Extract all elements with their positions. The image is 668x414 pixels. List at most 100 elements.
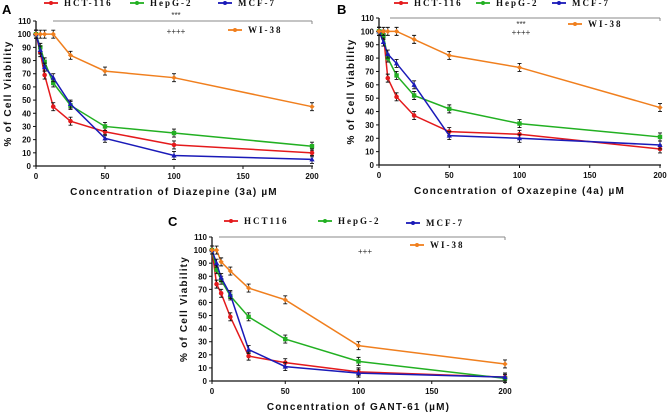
x-tick-label: 150	[236, 172, 250, 181]
y-tick-label: 30	[365, 121, 374, 130]
series-wi-38	[376, 26, 663, 112]
x-tick-label: 0	[34, 172, 39, 181]
legend-marker	[573, 22, 577, 26]
data-point	[246, 346, 252, 352]
significance-marker: ***	[171, 11, 180, 20]
y-tick-label: 90	[365, 41, 374, 50]
legend-marker	[557, 1, 561, 5]
legend-label: HepG-2	[338, 216, 381, 226]
y-tick-label: 70	[365, 67, 374, 76]
data-point	[214, 267, 219, 272]
legend-label: HepG-2	[496, 0, 539, 8]
y-tick-label: 30	[198, 338, 207, 347]
significance-marker: ++++	[167, 27, 186, 36]
series-wi-38	[33, 29, 315, 112]
y-tick-label: 80	[22, 57, 31, 66]
legend-item: HCT-116	[394, 0, 461, 8]
data-point	[385, 51, 391, 57]
legend-item: HepG-2	[318, 216, 381, 226]
significance-marker: ++++	[512, 28, 531, 37]
data-point	[282, 297, 288, 303]
data-point	[502, 374, 508, 380]
y-tick-label: 60	[22, 83, 31, 92]
data-point	[411, 93, 417, 98]
data-point	[213, 260, 220, 266]
data-point	[50, 74, 56, 80]
y-tick-label: 70	[198, 285, 207, 294]
data-point	[309, 144, 315, 149]
x-tick-label: 0	[377, 171, 382, 180]
y-tick-label: 10	[365, 148, 374, 157]
significance-marker: +++	[358, 247, 372, 256]
data-point	[394, 94, 399, 100]
y-tick-label: 20	[198, 351, 207, 360]
x-axis-label: Concentration of Oxazepine (4a) µM	[414, 186, 625, 197]
y-tick-label: 50	[198, 312, 207, 321]
series-line	[212, 249, 506, 365]
legend-item: WI-38	[568, 19, 621, 29]
panel-label: C	[168, 214, 178, 229]
legend-label: MCF-7	[572, 0, 610, 8]
data-point	[218, 259, 224, 265]
y-tick-label: 50	[22, 96, 31, 105]
y-tick-label: 40	[198, 325, 207, 334]
data-point	[218, 290, 224, 296]
data-point	[309, 156, 315, 162]
data-point	[171, 130, 177, 136]
legend-marker	[49, 1, 53, 5]
y-tick-label: 0	[370, 161, 375, 170]
series-line	[211, 249, 506, 378]
legend-marker	[481, 1, 485, 5]
data-point	[385, 75, 391, 81]
data-point	[227, 291, 233, 297]
legend-marker	[411, 221, 415, 225]
data-point	[411, 113, 417, 118]
data-point	[376, 28, 382, 34]
legend-item: HCT-116	[44, 0, 111, 8]
series-hepg-2	[33, 29, 315, 151]
data-point	[246, 314, 251, 320]
legend-marker	[229, 219, 233, 223]
y-tick-label: 60	[198, 298, 207, 307]
x-tick-label: 100	[167, 172, 181, 181]
data-point	[355, 370, 362, 376]
y-axis-label: % of Cell Viability	[179, 256, 190, 362]
series-hct-116	[33, 29, 315, 158]
y-tick-label: 100	[361, 27, 375, 36]
y-axis-label: % of Cell Viability	[3, 41, 14, 147]
legend-item: HCT116	[224, 216, 287, 226]
y-tick-label: 40	[365, 108, 374, 117]
data-point	[37, 31, 43, 37]
x-tick-label: 200	[305, 172, 319, 181]
x-tick-label: 50	[101, 172, 110, 181]
data-point	[171, 142, 177, 148]
series-line	[36, 33, 313, 108]
data-point	[393, 60, 400, 66]
data-point	[51, 80, 56, 86]
series-mcf-7	[209, 245, 508, 382]
legend-item: HepG-2	[130, 0, 191, 8]
y-tick-label: 100	[18, 30, 32, 39]
x-tick-label: 0	[210, 387, 215, 396]
series-line	[378, 31, 661, 146]
y-tick-label: 10	[22, 149, 31, 158]
data-point	[516, 64, 523, 71]
y-tick-label: 30	[22, 122, 31, 131]
series-mcf-7	[376, 26, 663, 150]
panel-C: C 0 50 100 150 200 0 10 20 30 40 50 60 70 80 90 100 110 Co…	[168, 214, 512, 413]
data-point	[502, 361, 508, 367]
data-point	[42, 59, 47, 65]
legend-label: WI-38	[248, 25, 283, 35]
data-point	[356, 359, 361, 364]
y-tick-label: 50	[365, 94, 374, 103]
data-point	[282, 363, 288, 369]
data-point	[214, 281, 219, 287]
data-point	[246, 285, 252, 291]
series-line	[35, 33, 313, 161]
data-point	[227, 268, 233, 274]
legend-item: HepG-2	[476, 0, 539, 8]
data-point	[516, 135, 523, 141]
data-point	[67, 101, 74, 107]
data-point	[393, 28, 400, 34]
